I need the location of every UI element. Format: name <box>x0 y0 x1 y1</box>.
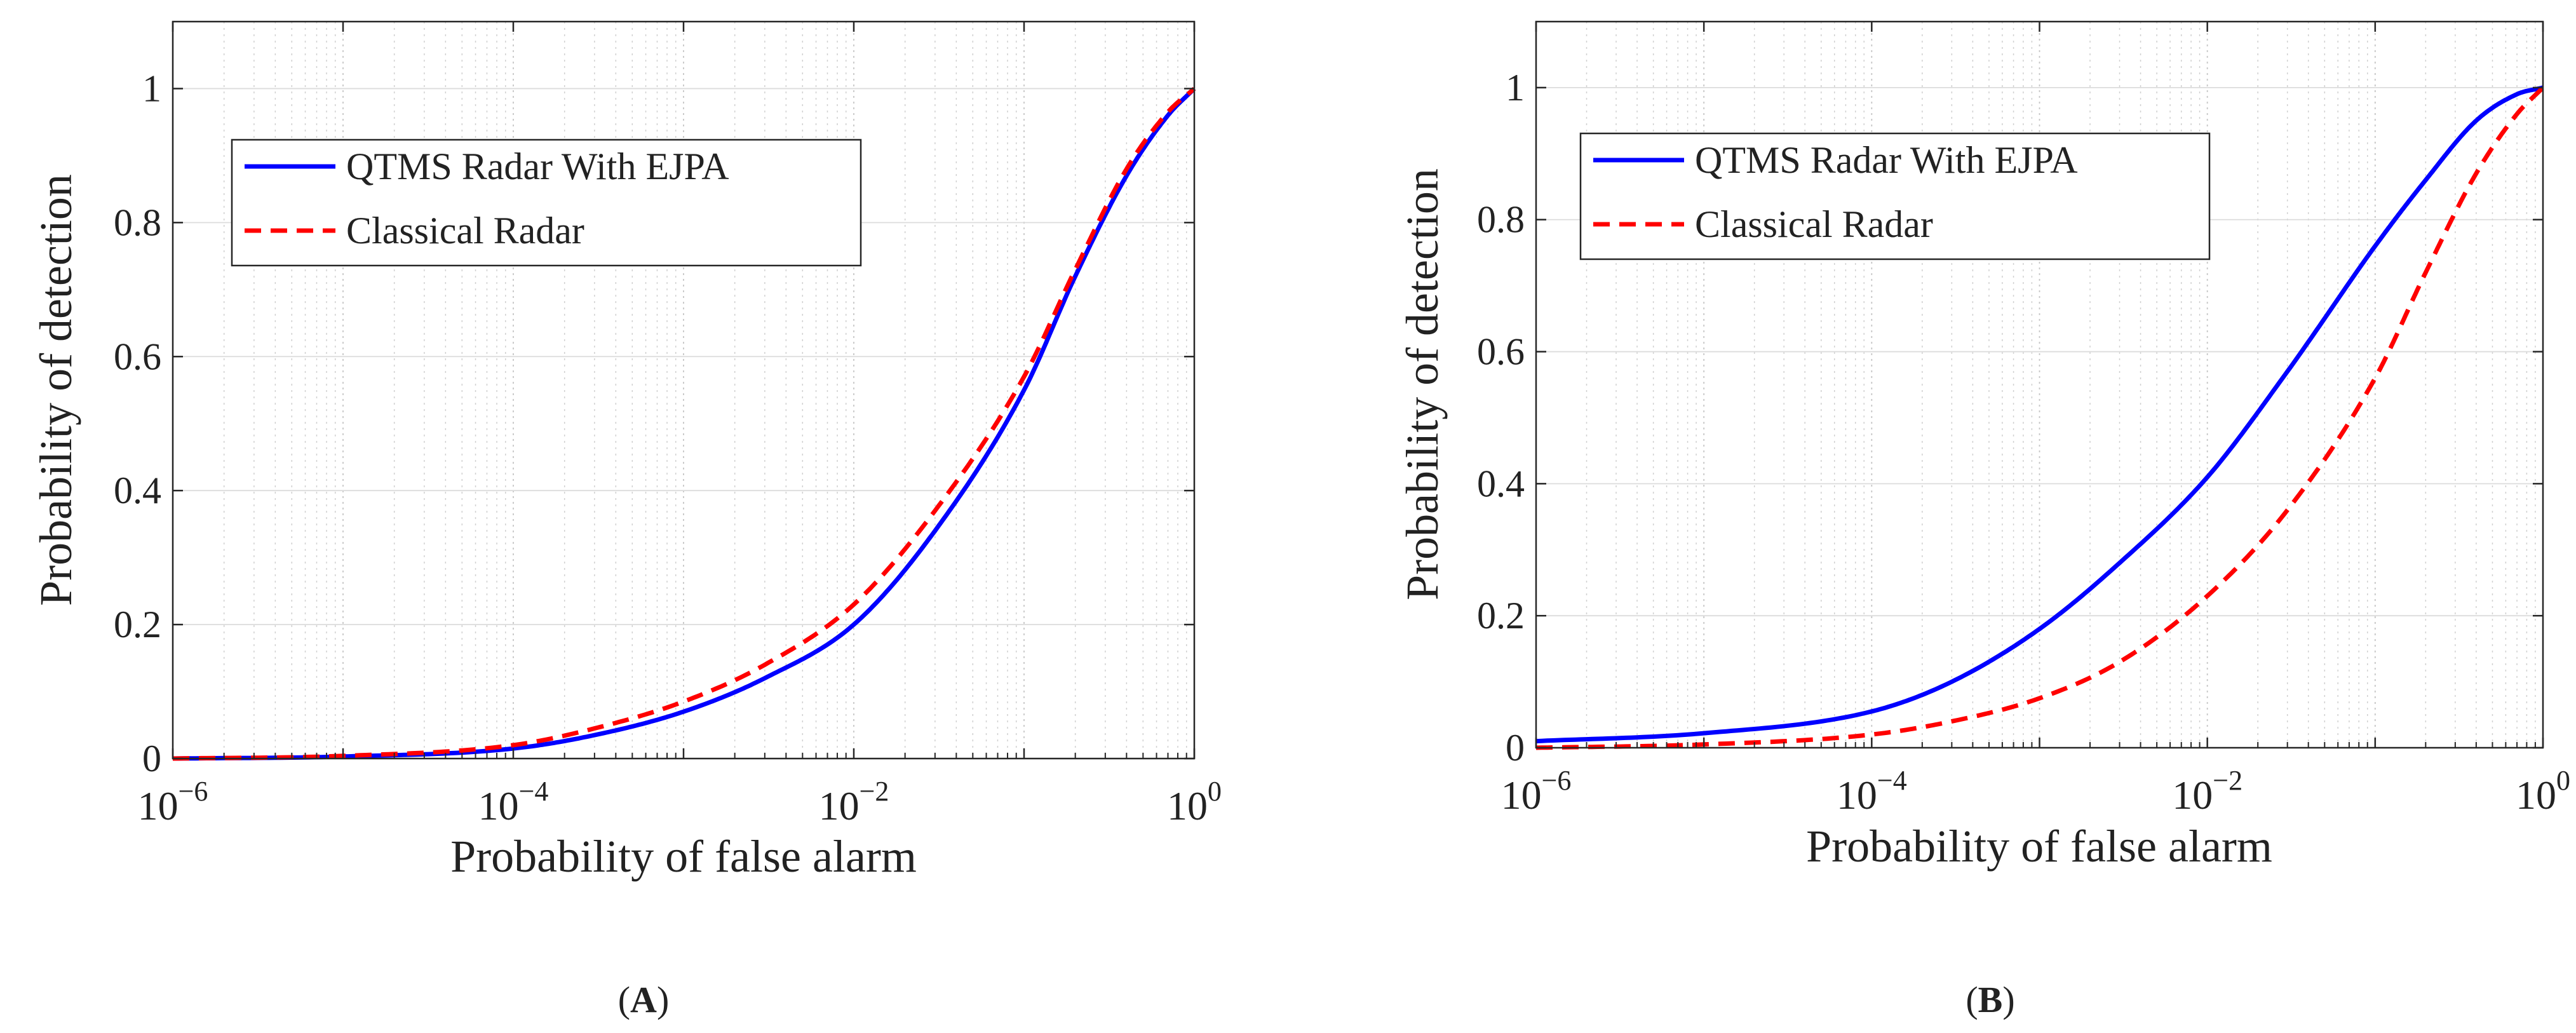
y-tick-label-b: 0.2 <box>1477 595 1525 637</box>
grid-a <box>173 22 1194 759</box>
y-tick-label-a: 0 <box>142 738 161 780</box>
y-tick-label-a: 0.4 <box>114 469 161 511</box>
y-axis-label-b: Probability of detection <box>1397 168 1448 600</box>
legend-label-qtms-a: QTMS Radar With EJPA <box>346 145 729 187</box>
ticks-a <box>172 22 1196 760</box>
panel-b: 0 0.2 0.4 0.6 0.8 1 10−6 10−4 10−2 100 Probabili… <box>1397 20 2570 1020</box>
x-axis-label-b: Probability of false alarm <box>1806 821 2272 872</box>
legend-label-classical-b: Classical Radar <box>1695 203 1933 245</box>
y-tick-label-a: 0.6 <box>114 335 161 377</box>
x-tick-label-a: 100 <box>1167 776 1222 828</box>
legend-label-classical-a: Classical Radar <box>346 210 584 252</box>
x-tick-label-a: 10−6 <box>138 776 208 828</box>
x-tick-label-b: 100 <box>2516 765 2570 818</box>
x-tick-label-a: 10−4 <box>478 776 549 828</box>
y-axis-label-a: Probability of detection <box>30 174 81 606</box>
y-tick-label-a: 1 <box>142 67 161 109</box>
legend-box-a <box>231 138 862 267</box>
ytick-labels-a: 0 0.2 0.4 0.6 0.8 1 <box>114 67 161 780</box>
legend-b: QTMS Radar With EJPA Classical Radar <box>1579 132 2211 260</box>
panel-a: 0 0.2 0.4 0.6 0.8 1 10−6 10−4 10−2 100 Probabili… <box>30 20 1222 1020</box>
y-tick-label-a: 0.8 <box>114 201 161 243</box>
legend-a: QTMS Radar With EJPA Classical Radar <box>231 138 862 267</box>
y-tick-label-a: 0.2 <box>114 604 161 645</box>
series-line-qtms-b <box>1535 85 2545 744</box>
xtick-labels-a: 10−6 10−4 10−2 100 <box>138 776 1222 828</box>
series-line-classical-b <box>1535 86 2545 750</box>
y-tick-label-b: 0.8 <box>1477 199 1525 241</box>
y-tick-label-b: 0.6 <box>1477 331 1525 373</box>
legend-label-qtms-b: QTMS Radar With EJPA <box>1695 139 2078 181</box>
panel-label-b: (B) <box>1966 979 2014 1020</box>
series-line-classical-a <box>172 86 1196 761</box>
x-tick-label-b: 10−2 <box>2172 765 2242 818</box>
ticks-b <box>1535 22 2544 749</box>
x-tick-label-b: 10−6 <box>1501 765 1572 818</box>
x-tick-label-b: 10−4 <box>1837 765 1907 818</box>
ytick-labels-b: 0 0.2 0.4 0.6 0.8 1 <box>1477 67 1525 769</box>
panel-label-a: (A) <box>618 979 670 1020</box>
x-tick-label-a: 10−2 <box>819 776 889 828</box>
y-tick-label-b: 0 <box>1506 727 1525 769</box>
x-axis-label-a: Probability of false alarm <box>450 831 917 882</box>
legend-box-b <box>1579 132 2211 260</box>
y-tick-label-b: 0.4 <box>1477 462 1525 504</box>
curves-b <box>1535 85 2545 750</box>
y-tick-label-b: 1 <box>1506 67 1525 109</box>
xtick-labels-b: 10−6 10−4 10−2 100 <box>1501 765 2570 818</box>
